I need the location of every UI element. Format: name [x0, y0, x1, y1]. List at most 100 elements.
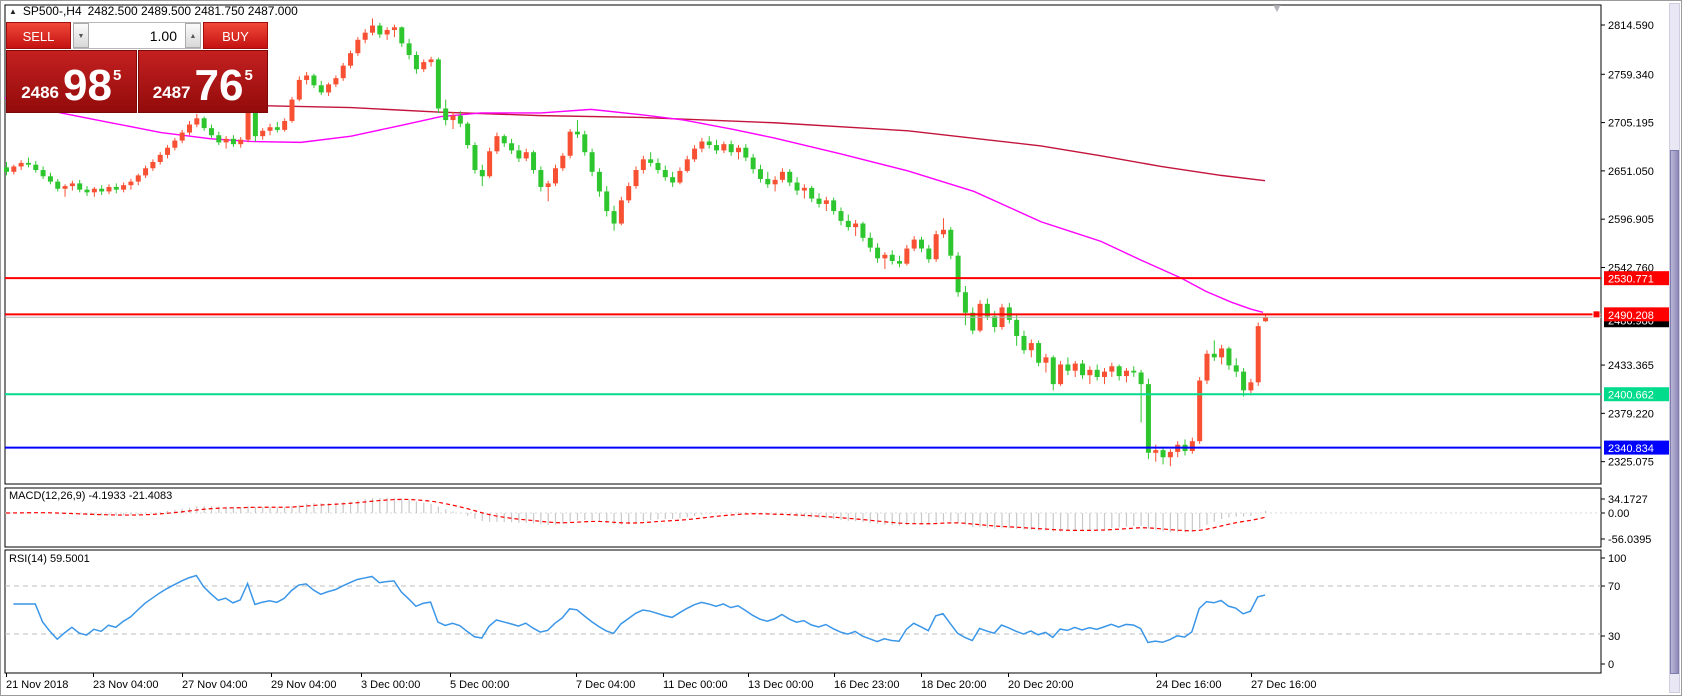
buy-quote-box[interactable]: 2487 76 5: [137, 50, 268, 113]
candle-bull: [618, 200, 624, 224]
moving-averages-layer: [4, 97, 1266, 313]
candle-bear: [743, 147, 749, 158]
vertical-scrollbar[interactable]: [1669, 3, 1680, 693]
candle-bear: [465, 123, 471, 146]
candle-bear: [948, 229, 954, 256]
candle-bull: [736, 147, 741, 153]
candle-bull: [355, 39, 361, 54]
candle-bear: [706, 141, 712, 146]
candle-bear: [670, 177, 676, 183]
price-tick-label: 2651.050: [1608, 166, 1654, 178]
candle-bear: [1080, 363, 1086, 376]
candle-bull: [150, 162, 156, 169]
candle-bull: [779, 171, 785, 180]
candle-bear: [201, 118, 207, 129]
candle-bear: [472, 145, 478, 171]
candle-bull: [1167, 451, 1173, 458]
sell-price-small: 2486: [21, 83, 60, 102]
candle-bear: [509, 143, 515, 151]
quote-row: 2486 98 5 2487 76 5: [6, 50, 268, 113]
time-tick-label: 23 Nov 04:00: [93, 679, 158, 691]
candle-bear: [435, 59, 441, 109]
candle-bull: [1109, 366, 1115, 372]
candle-bull: [333, 78, 339, 85]
candle-bear: [1131, 370, 1137, 373]
candle-bear: [662, 170, 668, 178]
candle-bull: [296, 79, 302, 100]
candle-bull: [267, 127, 273, 131]
candle-bull: [194, 118, 200, 125]
candle-bear: [919, 239, 924, 249]
panel-frames: [4, 4, 1602, 674]
time-tick-label: 27 Nov 04:00: [182, 679, 247, 691]
candle-bear: [582, 134, 588, 153]
candle-bull: [904, 248, 910, 264]
candle-bull: [223, 138, 229, 143]
symbol-period-label: SP500-,H4: [22, 4, 82, 18]
rsi-line: [13, 574, 1266, 644]
candle-bull: [62, 186, 68, 189]
candle-bull: [179, 132, 185, 141]
candle-bear: [787, 171, 793, 183]
candle-bull: [801, 187, 807, 191]
candle-bear: [1036, 343, 1042, 363]
volume-decrease-icon[interactable]: ▼: [73, 23, 89, 48]
candle-bear: [99, 188, 105, 192]
candle-bear: [926, 248, 932, 260]
price-tick-label: 2759.340: [1608, 69, 1654, 81]
candle-bear: [208, 128, 214, 136]
price-tick-label: 2596.905: [1608, 214, 1654, 226]
candle-bull: [18, 162, 24, 167]
candle-bull: [421, 62, 427, 70]
candle-bear: [816, 198, 822, 204]
price-tick-label: 2705.195: [1608, 118, 1654, 130]
candle-bear: [794, 182, 800, 191]
candle-bear: [574, 131, 580, 135]
candle-bull: [143, 168, 149, 176]
candle-bull: [1028, 343, 1034, 351]
candle-bull: [121, 185, 127, 190]
candle-bull: [560, 155, 566, 169]
ohlc-readout: 2482.500 2489.500 2481.750 2487.000: [87, 4, 298, 18]
sell-button[interactable]: SELL: [6, 22, 71, 49]
rsi-indicator-label: RSI(14) 59.5001: [9, 553, 90, 565]
candle-bull: [567, 131, 573, 156]
macd-layer: [5, 497, 1601, 533]
price-badge-label: 2490.208: [1608, 310, 1654, 322]
panel-collapse-icon[interactable]: ▼: [1271, 1, 1283, 15]
time-tick-label: 11 Dec 00:00: [663, 679, 728, 691]
volume-increase-icon[interactable]: ▲: [185, 23, 201, 48]
price-badge: [1604, 440, 1669, 455]
candle-bear: [1116, 366, 1122, 377]
price-badge: [1604, 271, 1669, 286]
chart-title-row: ▲ SP500-,H4 2482.500 2489.500 2481.750 2…: [9, 4, 298, 18]
volume-stepper: ▼ ▲: [73, 22, 201, 49]
candle-bull: [187, 124, 192, 133]
candle-bear: [413, 54, 419, 70]
candle-bull: [348, 53, 354, 66]
candle-bear: [55, 181, 61, 189]
candle-bear: [457, 115, 463, 124]
sell-quote-box[interactable]: 2486 98 5: [6, 50, 137, 113]
candle-bear: [84, 189, 90, 193]
candle-bear: [47, 176, 53, 182]
price-badge: [1604, 387, 1669, 402]
candle-bear: [867, 237, 873, 248]
candle-bull: [91, 188, 97, 193]
buy-button[interactable]: BUY: [203, 22, 268, 49]
scrollbar-thumb[interactable]: [1670, 150, 1679, 674]
volume-input[interactable]: [89, 23, 185, 48]
candle-bear: [311, 75, 317, 86]
candle-bear: [860, 223, 866, 238]
candle-bear: [1050, 357, 1056, 385]
macd-signal-line: [5, 498, 1266, 532]
candle-bull: [553, 168, 558, 184]
hline-objects-layer[interactable]: [5, 277, 1601, 449]
candle-bull: [1072, 363, 1078, 371]
price-axis: 2814.590 2759.340 2705.195 2651.050 2596.905…: [1601, 20, 1654, 671]
buy-price-small: 2487: [152, 83, 191, 102]
price-tick-label: 2325.075: [1608, 457, 1654, 469]
candle-bear: [984, 303, 990, 317]
